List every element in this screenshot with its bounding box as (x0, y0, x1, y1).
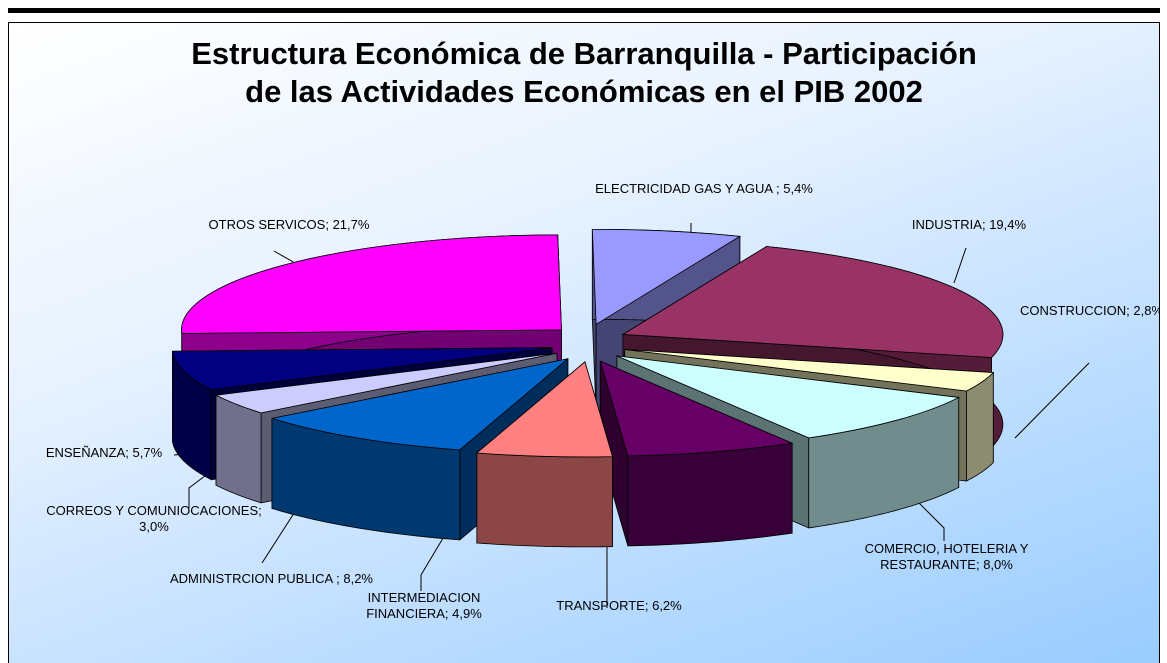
slice-top (214, 352, 558, 414)
slice-label: TRANSPORTE; 6,2% (514, 598, 724, 614)
category-name: CONSTRUCCION; (1019, 303, 1130, 318)
slice-label: COMERCIO, HOTELERIA Y RESTAURANTE; 8,0% (859, 541, 1034, 573)
category-name: OTROS SERVICOS; (208, 217, 329, 232)
category-name: ENSEÑANZA; (45, 445, 129, 460)
leader-line (1014, 362, 1090, 439)
slice-top (621, 246, 1004, 358)
top-rule (8, 8, 1160, 13)
slice-top (171, 347, 553, 391)
slice-top (599, 360, 794, 457)
value-label: 8,2% (343, 571, 373, 586)
slice-label: ENSEÑANZA; 5,7% (24, 445, 184, 461)
value-label: 2,8% (1133, 303, 1159, 318)
category-name: INTERMEDIACION FINANCIERA; (366, 590, 481, 621)
slice-top (616, 355, 961, 439)
value-label: 5,7% (132, 445, 163, 460)
slice-top (475, 361, 614, 458)
value-label: 5,4% (783, 181, 813, 196)
slice-label: CONSTRUCCION; 2,8% (1019, 303, 1159, 319)
leader-line (953, 247, 967, 284)
slice-label: INDUSTRIA; 19,4% (884, 217, 1054, 233)
chart (171, 223, 1090, 608)
pie-slice (599, 360, 794, 547)
slice-top (271, 358, 569, 451)
value-label: 4,9% (452, 606, 482, 621)
value-label: 3,0% (139, 519, 169, 534)
pie-slice (475, 361, 614, 548)
category-name: ELECTRICIDAD GAS Y AGUA ; (595, 181, 780, 196)
category-name: CORREOS Y COMUNIOCACIONES; (46, 503, 262, 518)
slice-label: ADMINISTRCION PUBLICA ; 8,2% (149, 571, 394, 587)
value-label: 19,4% (989, 217, 1027, 232)
slice-outer-wall (215, 394, 262, 504)
category-name: INDUSTRIA; (911, 217, 986, 232)
value-label: 6,2% (652, 598, 682, 613)
category-name: ADMINISTRCION PUBLICA ; (169, 571, 340, 586)
slice-outer-wall (627, 442, 793, 547)
category-name: COMERCIO, HOTELERIA Y RESTAURANTE; (864, 541, 1029, 572)
slice-outer-wall (476, 452, 613, 548)
slice-label: INTERMEDIACION FINANCIERA; 4,9% (344, 590, 504, 622)
slice-label: CORREOS Y COMUNIOCACIONES; 3,0% (39, 503, 269, 535)
category-name: TRANSPORTE; (556, 598, 649, 613)
slice-top (624, 349, 995, 392)
value-label: 21,7% (332, 217, 370, 232)
chart-panel: Estructura Económica de Barranquilla - P… (8, 22, 1160, 663)
slice-label: ELECTRICIDAD GAS Y AGUA ; 5,4% (579, 181, 829, 197)
slice-label: OTROS SERVICOS; 21,7% (174, 217, 404, 233)
slice-top (591, 228, 742, 326)
chart-title: Estructura Económica de Barranquilla - P… (191, 36, 977, 109)
slice-top (181, 234, 562, 334)
value-label: 8,0% (983, 557, 1013, 572)
